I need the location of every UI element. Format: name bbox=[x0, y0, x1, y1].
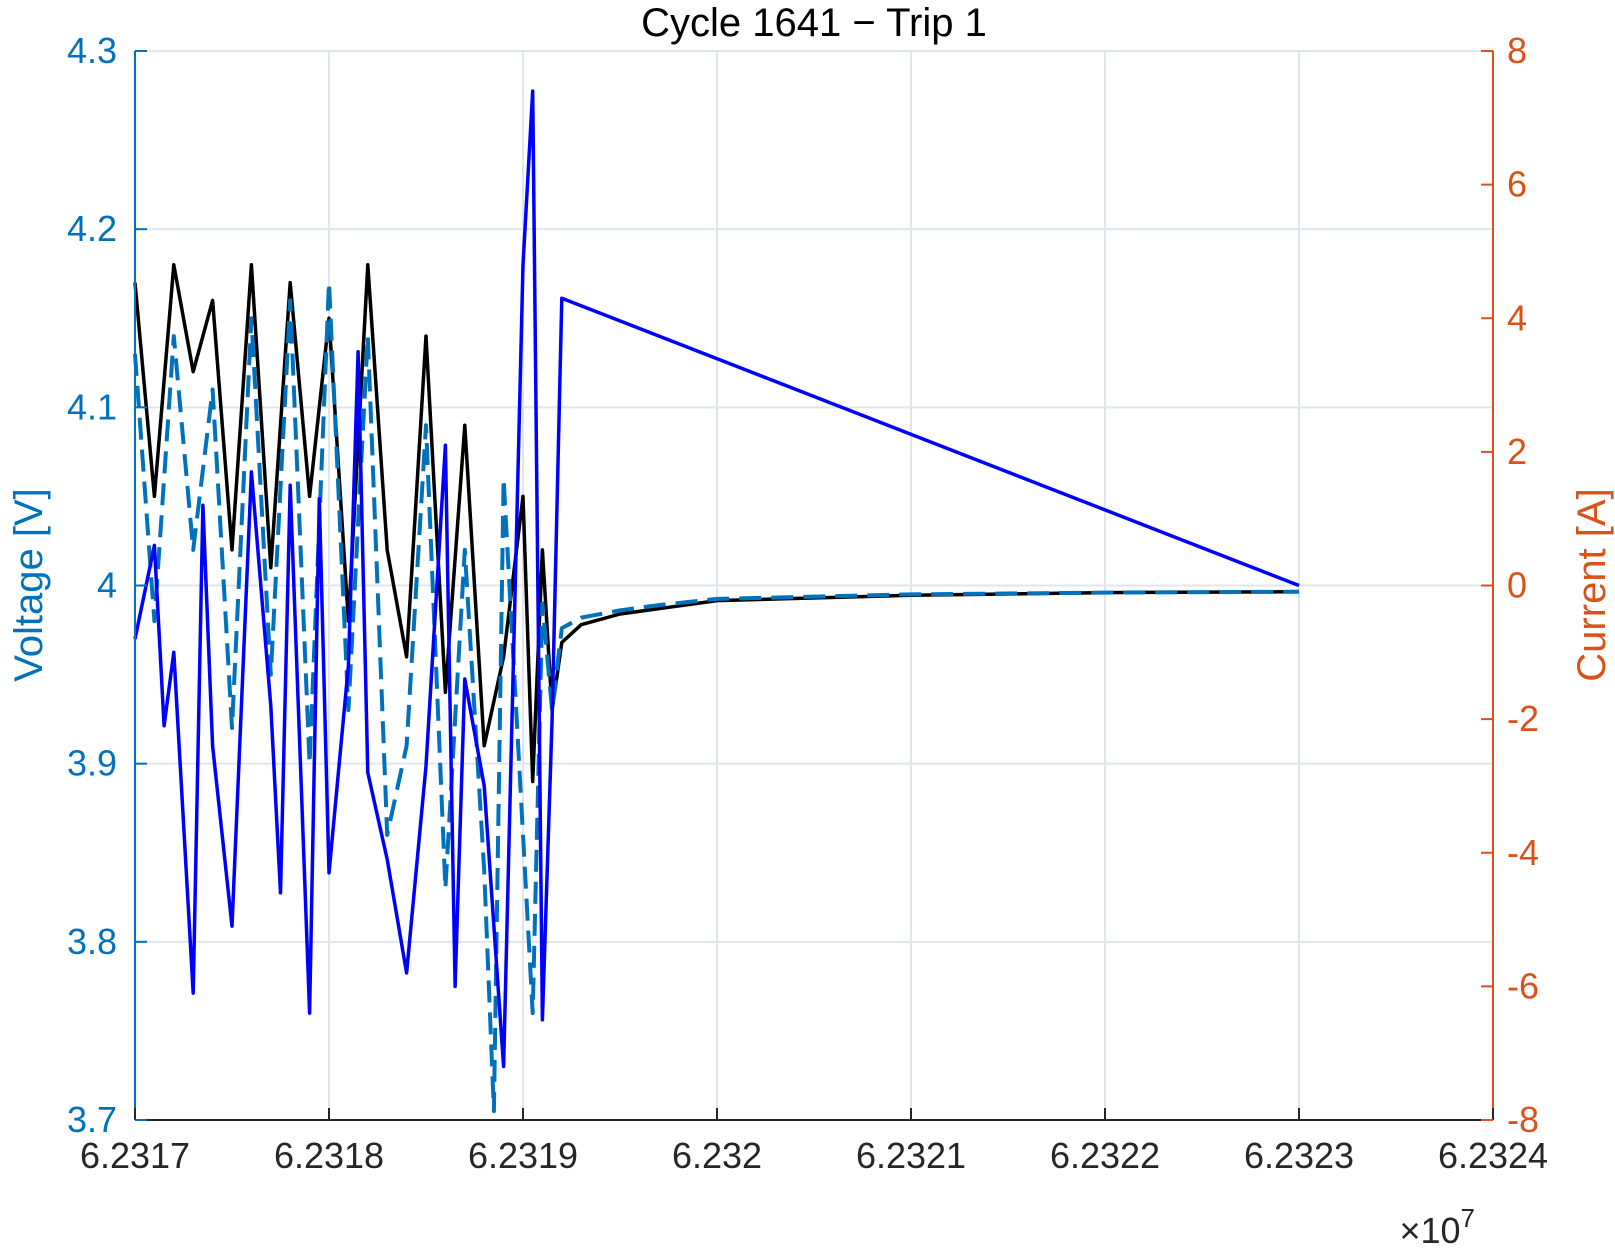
y-right-tick-label: -6 bbox=[1507, 965, 1539, 1006]
y-left-tick-label: 4.2 bbox=[67, 208, 117, 249]
y-left-tick-label: 4.3 bbox=[67, 30, 117, 71]
y-right-tick-label: -2 bbox=[1507, 698, 1539, 739]
x-tick-label: 6.232 bbox=[672, 1135, 762, 1176]
x-exponent-label: ×107 bbox=[1399, 1203, 1475, 1251]
series-line-1 bbox=[133, 263, 1300, 784]
y-right-tick-label: 0 bbox=[1507, 565, 1527, 606]
x-exponent-power: 7 bbox=[1461, 1203, 1475, 1233]
y-left-tick-label: 4 bbox=[97, 565, 117, 606]
y-right-tick-label: 6 bbox=[1507, 164, 1527, 205]
y-axis-right-label: Current [A] bbox=[1570, 488, 1614, 681]
y-right-tick-label: 2 bbox=[1507, 431, 1527, 472]
series-layer bbox=[133, 89, 1300, 1114]
x-tick-label: 6.2318 bbox=[274, 1135, 384, 1176]
x-tick-label: 6.2323 bbox=[1244, 1135, 1354, 1176]
x-exponent-base: ×10 bbox=[1399, 1210, 1460, 1251]
y-left-tick-label: 3.8 bbox=[67, 921, 117, 962]
x-tick-label: 6.2322 bbox=[1050, 1135, 1160, 1176]
x-tick-label: 6.2319 bbox=[468, 1135, 578, 1176]
y-left-tick-label: 4.1 bbox=[67, 386, 117, 427]
y-left-tick-label: 3.7 bbox=[67, 1099, 117, 1140]
x-tick-label: 6.2317 bbox=[80, 1135, 190, 1176]
y-axis-left-label: Voltage [V] bbox=[7, 488, 51, 681]
y-right-tick-label: 4 bbox=[1507, 297, 1527, 338]
y-right-tick-label: -8 bbox=[1507, 1099, 1539, 1140]
chart-title: Cycle 1641 − Trip 1 bbox=[641, 1, 987, 45]
y-right-tick-label: 8 bbox=[1507, 30, 1527, 71]
x-tick-label: 6.2321 bbox=[856, 1135, 966, 1176]
ticks: 6.2317 6.2318 6.2319 6.232 6.2321 6.2322 6.232… bbox=[67, 30, 1548, 1176]
x-tick-label: 6.2324 bbox=[1438, 1135, 1548, 1176]
y-right-tick-label: -4 bbox=[1507, 832, 1539, 873]
series-line-0 bbox=[133, 89, 1300, 1069]
y-left-tick-label: 3.9 bbox=[67, 743, 117, 784]
